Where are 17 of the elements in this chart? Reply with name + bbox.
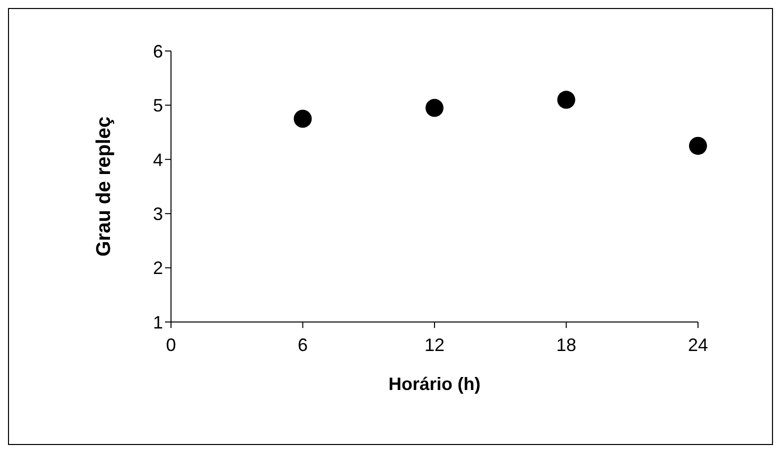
x-tick-label: 0 (166, 334, 176, 355)
point (557, 90, 576, 109)
y-tick-label: 3 (152, 204, 163, 224)
point (689, 136, 707, 155)
y-tick-label: 1 (152, 312, 163, 332)
y-tick-label: 4 (152, 150, 163, 170)
point (426, 98, 444, 117)
x-tick-label: 24 (688, 334, 708, 355)
point (294, 110, 312, 128)
x-tick-label: 6 (298, 334, 308, 355)
x-tick-label: 18 (556, 334, 576, 355)
y-axis-title: Grau de repleç (93, 116, 116, 257)
x-axis-title: Horário (h) (388, 374, 480, 394)
x-tick-label: 12 (424, 334, 445, 355)
y-tick-label: 2 (152, 258, 163, 278)
y-tick-label: 5 (152, 96, 163, 116)
y-tick-label: 6 (152, 41, 163, 62)
